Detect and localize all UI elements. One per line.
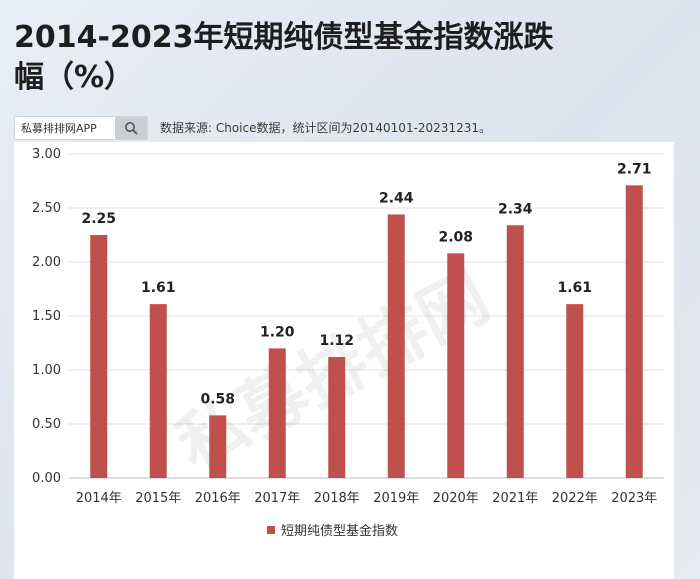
x-tick-label: 2020年	[433, 491, 479, 506]
x-tick-label: 2019年	[373, 491, 419, 506]
bar-chart: 私募排排网 2.251.610.581.201.122.442.082.341.…	[32, 147, 664, 539]
y-tick-label: 3.00	[32, 147, 61, 162]
bar	[566, 304, 584, 478]
bar	[328, 357, 346, 478]
legend-swatch	[267, 526, 275, 534]
x-tick-label: 2022年	[552, 491, 598, 506]
data-label: 1.61	[141, 280, 176, 296]
search-icon	[125, 122, 138, 135]
bar	[209, 415, 227, 478]
x-tick-label: 2023年	[611, 491, 657, 506]
data-label: 1.20	[260, 324, 295, 340]
legend-label: 短期纯债型基金指数	[281, 523, 398, 539]
bar	[447, 253, 465, 478]
x-tick-label: 2014年	[76, 491, 122, 506]
data-label: 1.12	[319, 333, 354, 349]
bar	[625, 185, 643, 478]
data-label: 0.58	[200, 391, 235, 407]
page-title: 2014-2023年短期纯债型基金指数涨跌幅（%）	[14, 20, 554, 95]
x-tick-label: 2015年	[135, 491, 181, 506]
y-tick-label: 0.00	[32, 471, 61, 486]
data-label: 1.61	[557, 280, 592, 296]
y-tick-label: 1.00	[32, 363, 61, 378]
x-tick-label: 2018年	[314, 491, 360, 506]
search-brand-label: 私募排排网APP	[21, 122, 97, 135]
data-label: 2.25	[81, 211, 116, 227]
bar	[90, 235, 108, 478]
source-note: 数据来源: Choice数据，统计区间为20140101-20231231。	[160, 121, 491, 135]
y-tick-label: 2.50	[32, 201, 61, 216]
x-tick-label: 2016年	[195, 491, 241, 506]
x-tick-label: 2021年	[492, 491, 538, 506]
search-button[interactable]	[115, 117, 147, 139]
data-label: 2.44	[379, 190, 414, 206]
data-label: 2.08	[438, 229, 473, 245]
search-box[interactable]: 私募排排网APP	[14, 116, 148, 140]
bar	[506, 225, 524, 478]
bar	[268, 348, 286, 478]
y-tick-label: 0.50	[32, 417, 61, 432]
y-tick-label: 1.50	[32, 309, 61, 324]
bar	[387, 214, 405, 478]
bar	[149, 304, 167, 478]
chart-card: 私募排排网 2.25 1.61 0.58 1.20 1.12 2.44 2.08 2.34 1.…	[14, 142, 674, 579]
data-label: 2.71	[617, 161, 652, 177]
y-tick-label: 2.00	[32, 255, 61, 270]
x-tick-label: 2017年	[254, 491, 300, 506]
data-label: 2.34	[498, 201, 533, 217]
